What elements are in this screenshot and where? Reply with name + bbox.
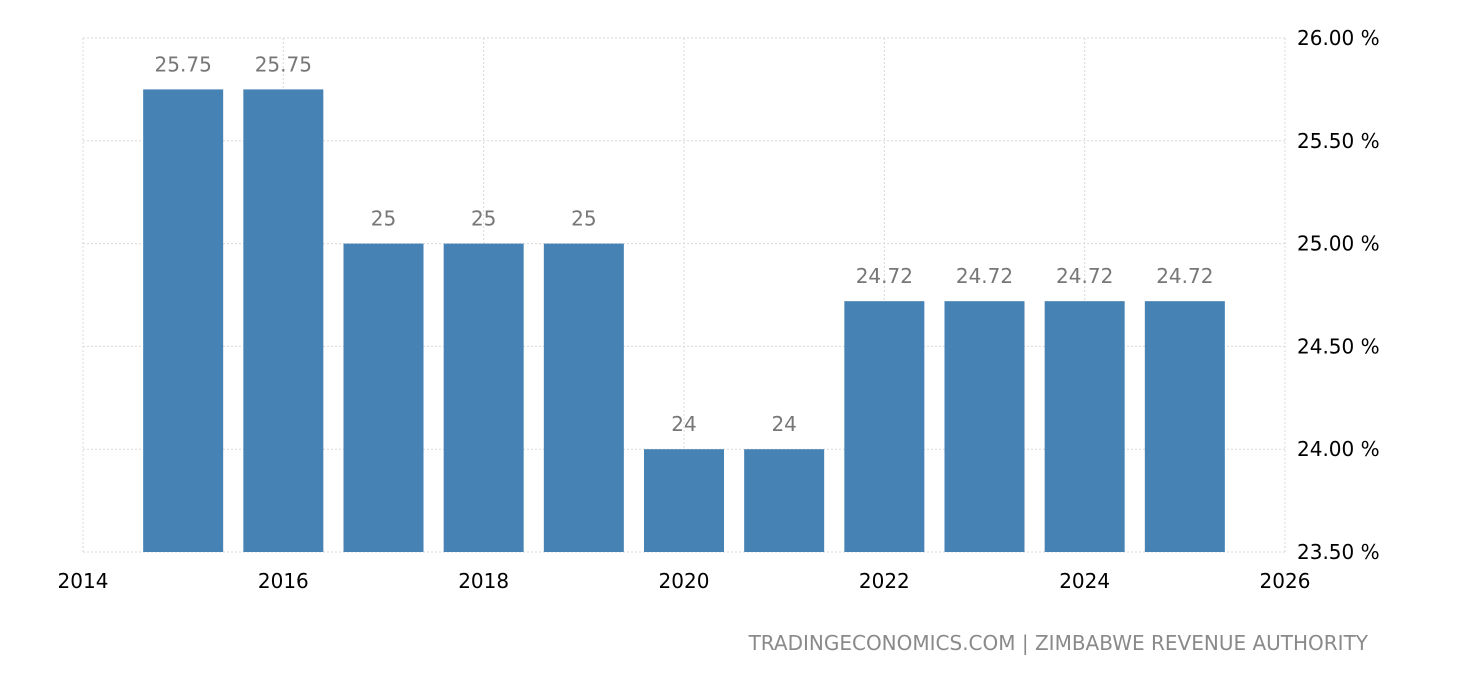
bar — [143, 89, 224, 553]
y-tick-label: 25.00 % — [1297, 232, 1380, 256]
bar-value-label: 25 — [471, 207, 496, 231]
x-tick-label: 2020 — [659, 569, 710, 593]
bar-value-label: 25.75 — [255, 52, 312, 76]
y-axis-ticks: 23.50 % 24.00 % 24.50 % 25.00 % 25.50 % 26.00… — [1297, 26, 1380, 564]
bar — [243, 89, 324, 553]
bar-value-label: 25 — [371, 207, 396, 231]
bar — [443, 243, 524, 552]
bar — [944, 301, 1025, 552]
bar-value-label: 25 — [571, 207, 596, 231]
bar-value-label: 24.72 — [1156, 264, 1213, 288]
bar-value-labels: 25.75 25.75 25 25 25 24 24 24.72 24.72 24.72 24.72 — [155, 52, 1214, 436]
bar — [644, 449, 724, 552]
x-tick-label: 2026 — [1260, 569, 1311, 593]
bar — [744, 449, 825, 552]
y-tick-label: 25.50 % — [1297, 129, 1380, 153]
bar-value-label: 24.72 — [956, 264, 1013, 288]
bar — [343, 243, 424, 552]
x-tick-label: 2022 — [859, 569, 910, 593]
bar — [844, 301, 925, 552]
bar-value-label: 25.75 — [155, 52, 212, 76]
bar-value-label: 24.72 — [856, 264, 913, 288]
bar — [543, 243, 624, 552]
bar-value-label: 24.72 — [1056, 264, 1113, 288]
bar-value-label: 24 — [671, 412, 696, 436]
bar — [1044, 301, 1125, 552]
y-tick-label: 24.50 % — [1297, 334, 1380, 358]
x-tick-label: 2016 — [258, 569, 309, 593]
x-tick-label: 2024 — [1059, 569, 1110, 593]
x-tick-label: 2014 — [58, 569, 109, 593]
x-tick-label: 2018 — [458, 569, 509, 593]
source-attribution: TRADINGECONOMICS.COM | ZIMBABWE REVENUE … — [748, 631, 1369, 655]
bar — [1144, 301, 1225, 552]
x-axis-ticks: 2014 2016 2018 2020 2022 2024 2026 — [58, 569, 1311, 593]
bar-value-label: 24 — [771, 412, 796, 436]
y-tick-label: 23.50 % — [1297, 540, 1380, 564]
bars — [143, 89, 1225, 553]
y-tick-label: 24.00 % — [1297, 437, 1380, 461]
y-tick-label: 26.00 % — [1297, 26, 1380, 50]
